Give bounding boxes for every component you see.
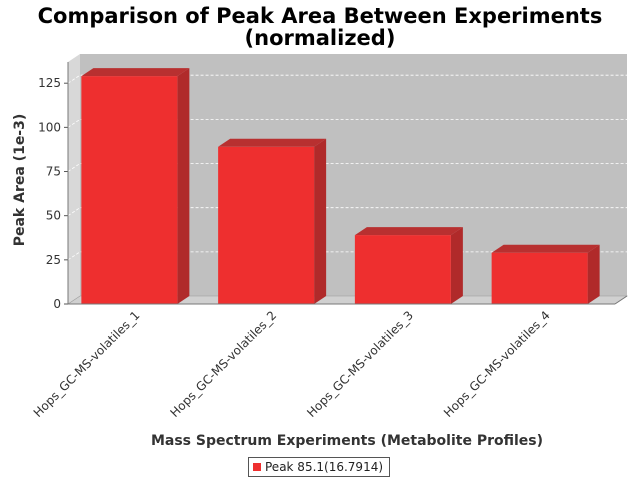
side-wall xyxy=(68,54,80,304)
bar xyxy=(81,76,178,305)
bar-top xyxy=(218,138,327,147)
chart-title: Comparison of Peak Area Between Experime… xyxy=(37,4,603,28)
legend-swatch xyxy=(253,463,261,471)
legend-label: Peak 85.1(16.7914) xyxy=(265,460,384,474)
x-tick-label: Hops_GC-MS-volatiles_4 xyxy=(441,308,553,420)
chart-subtitle: (normalized) xyxy=(244,26,396,50)
bar xyxy=(354,235,451,304)
x-tick-label: Hops_GC-MS-volatiles_3 xyxy=(304,308,416,420)
y-tick-label: 25 xyxy=(46,253,61,267)
x-axis-label: Mass Spectrum Experiments (Metabolite Pr… xyxy=(151,433,543,449)
x-axis-end xyxy=(614,295,628,305)
y-tick-label: 50 xyxy=(46,209,61,223)
bar-top xyxy=(491,244,600,253)
y-tick-label: 0 xyxy=(53,297,61,311)
bar-top xyxy=(81,68,190,77)
bar xyxy=(491,252,588,304)
y-tick-label: 125 xyxy=(38,76,61,90)
bar-side xyxy=(177,68,190,305)
x-tick-label: Hops_GC-MS-volatiles_2 xyxy=(168,308,280,420)
bar-side xyxy=(314,138,327,304)
y-tick-label: 100 xyxy=(38,120,61,134)
bar-side xyxy=(587,244,600,304)
y-axis-label: Peak Area (1e-3) xyxy=(12,114,28,247)
y-tick-label: 75 xyxy=(46,165,61,179)
bar xyxy=(218,146,315,304)
bar-top xyxy=(354,227,463,236)
bar-side xyxy=(450,227,463,304)
x-tick-label: Hops_GC-MS-volatiles_1 xyxy=(31,308,143,420)
legend: Peak 85.1(16.7914) xyxy=(248,457,391,477)
